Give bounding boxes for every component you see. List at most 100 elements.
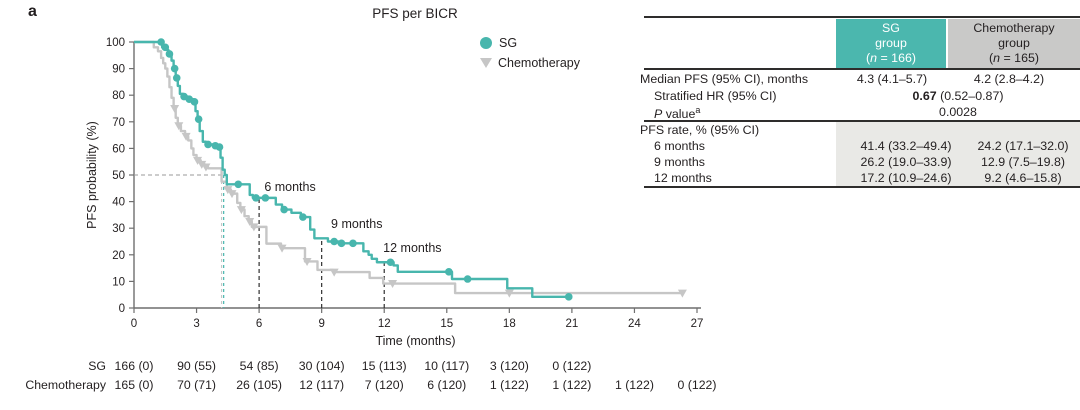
sg-censor-marker xyxy=(330,237,338,246)
legend-item-chemotherapy: Chemotherapy xyxy=(480,53,580,73)
chemo-censor-marker xyxy=(329,268,339,277)
sg-censor-marker xyxy=(463,275,472,283)
chemo-censor-marker xyxy=(249,223,259,232)
row-stratified-hr: Stratified HR (95% CI) 0.67 (0.52–0.87) xyxy=(640,87,1080,104)
risk-cell: 0 (122) xyxy=(677,378,717,392)
chemo-censor-marker xyxy=(181,132,191,141)
row-rate-6mo: 6 months 41.4 (33.2–49.4) 24.2 (17.1–32.… xyxy=(640,138,1080,154)
chemo-censor-marker xyxy=(677,289,687,298)
median-pfs-sg: 4.3 (4.1–5.7) xyxy=(856,71,928,86)
panel-label: a xyxy=(28,3,37,20)
chemo-triangle-marker-icon xyxy=(480,58,492,68)
rate-12mo-sg: 17.2 (10.9–24.6) xyxy=(860,170,952,185)
risk-cell: 6 (120) xyxy=(427,378,467,392)
chemo-censor-marker xyxy=(170,105,180,113)
risk-cell: 7 (120) xyxy=(364,378,404,392)
x-tick-label: 18 xyxy=(503,318,516,330)
y-tick-label: 70 xyxy=(112,117,125,129)
chart-title: PFS per BICR xyxy=(372,6,458,21)
chemo-censor-marker xyxy=(197,160,207,169)
risk-row-label: Chemotherapy xyxy=(25,378,106,392)
sg-censor-marker xyxy=(445,268,453,276)
sg-censor-marker xyxy=(165,50,174,58)
sg-curve xyxy=(134,40,569,299)
risk-cell: 165 (0) xyxy=(114,378,154,392)
sg-censor-marker xyxy=(234,180,243,189)
risk-cell: 26 (105) xyxy=(236,378,283,392)
sg-censor-marker xyxy=(170,64,179,73)
x-tick-label: 15 xyxy=(440,318,453,330)
x-tick-label: 6 xyxy=(256,318,262,330)
chemo-censor-marker xyxy=(388,280,398,289)
chemo-censor-marker xyxy=(227,190,237,199)
y-axis-label: PFS probability (%) xyxy=(85,121,99,229)
row-rate-9mo: 9 months 26.2 (19.0–33.9) 12.9 (7.5–19.8… xyxy=(640,154,1080,170)
sg-censor-marker xyxy=(261,194,270,202)
table-top-rule xyxy=(644,16,1080,18)
sg-censor-marker xyxy=(564,293,573,301)
row-pfs-rate-label: PFS rate, % (95% CI) xyxy=(640,122,760,137)
sg-censor-marker xyxy=(194,115,203,123)
risk-cell: 166 (0) xyxy=(114,359,154,373)
legend-label-sg: SG xyxy=(499,36,518,50)
row-median-pfs: Median PFS (95% CI), months 4.3 (4.1–5.7… xyxy=(640,70,1080,87)
y-tick-label: 100 xyxy=(106,37,125,49)
y-tick-label: 0 xyxy=(119,303,125,315)
risk-cell: 15 (113) xyxy=(361,359,407,373)
sg-censor-marker xyxy=(299,213,307,221)
sg-censor-marker xyxy=(386,258,395,267)
timepoint-annotation: 12 months xyxy=(383,241,441,255)
risk-cell: 12 (117) xyxy=(299,378,345,392)
row-rate-12mo: 12 months 17.2 (10.9–24.6) 9.2 (4.6–15.8… xyxy=(640,170,1080,186)
pfs-rate-background xyxy=(836,121,1080,186)
y-tick-label: 90 xyxy=(112,64,125,76)
risk-cell: 1 (122) xyxy=(614,378,654,392)
chemotherapy-curve xyxy=(134,40,683,295)
y-tick-label: 60 xyxy=(112,143,125,155)
median-pfs-chemo: 4.2 (2.8–4.2) xyxy=(973,71,1045,86)
x-tick-label: 27 xyxy=(691,318,704,330)
kaplan-meier-plot: 0 10 20 30 40 50 60 70 80 90 100 0 3 6 9 12 15 18 21 24 27 Ti… xyxy=(85,37,704,348)
chemo-censor-marker xyxy=(504,289,514,298)
risk-cell: 90 (55) xyxy=(177,359,217,373)
risk-cell: 1 (122) xyxy=(552,378,592,392)
chemo-censor-marker xyxy=(236,206,246,215)
chemo-censor-marker xyxy=(277,244,287,253)
risk-cell: 1 (122) xyxy=(489,378,529,392)
risk-cell: 10 (117) xyxy=(424,359,470,373)
rate-9mo-sg: 26.2 (19.0–33.9) xyxy=(860,154,952,169)
y-tick-label: 10 xyxy=(112,276,125,288)
y-tick-label: 20 xyxy=(112,250,125,262)
sg-censor-marker xyxy=(252,194,260,202)
sg-censor-marker xyxy=(157,38,165,46)
risk-cell: 3 (120) xyxy=(489,359,529,373)
y-tick-label: 50 xyxy=(112,170,125,182)
header-sg-group: SG group (n = 166) xyxy=(836,19,946,68)
table-mid-rule xyxy=(644,120,1080,122)
summary-statistics-table: SG group (n = 166) Chemotherapy group (n… xyxy=(640,16,1080,188)
x-axis-label: Time (months) xyxy=(375,334,455,348)
sg-censor-marker xyxy=(204,140,212,149)
rate-6mo-chemo: 24.2 (17.1–32.0) xyxy=(977,138,1069,153)
hr-value: 0.67 (0.52–0.87) xyxy=(912,88,1004,103)
x-tick-label: 12 xyxy=(378,318,391,330)
y-tick-label: 40 xyxy=(112,197,125,209)
pfs-rate-section: PFS rate, % (95% CI) 6 months 41.4 (33.2… xyxy=(640,121,1080,186)
table-bottom-rule xyxy=(644,185,1080,188)
chemo-censor-marker xyxy=(245,218,255,227)
sg-censor-marker xyxy=(337,239,346,248)
timepoint-annotation: 6 months xyxy=(264,180,315,194)
table-header-rule xyxy=(644,68,1080,70)
p-value: 0.0028 xyxy=(939,105,977,119)
risk-cell: 54 (85) xyxy=(239,359,279,373)
sg-censor-marker xyxy=(190,98,199,106)
risk-cell: 0 (122) xyxy=(552,359,592,373)
x-tick-label: 0 xyxy=(131,318,137,330)
chart-legend: SG Chemotherapy xyxy=(480,33,580,73)
risk-cell: 70 (71) xyxy=(177,378,217,392)
x-tick-label: 21 xyxy=(565,318,578,330)
legend-label-chemotherapy: Chemotherapy xyxy=(498,56,580,70)
x-tick-label: 24 xyxy=(628,318,641,330)
timepoint-annotation: 9 months xyxy=(331,217,382,231)
